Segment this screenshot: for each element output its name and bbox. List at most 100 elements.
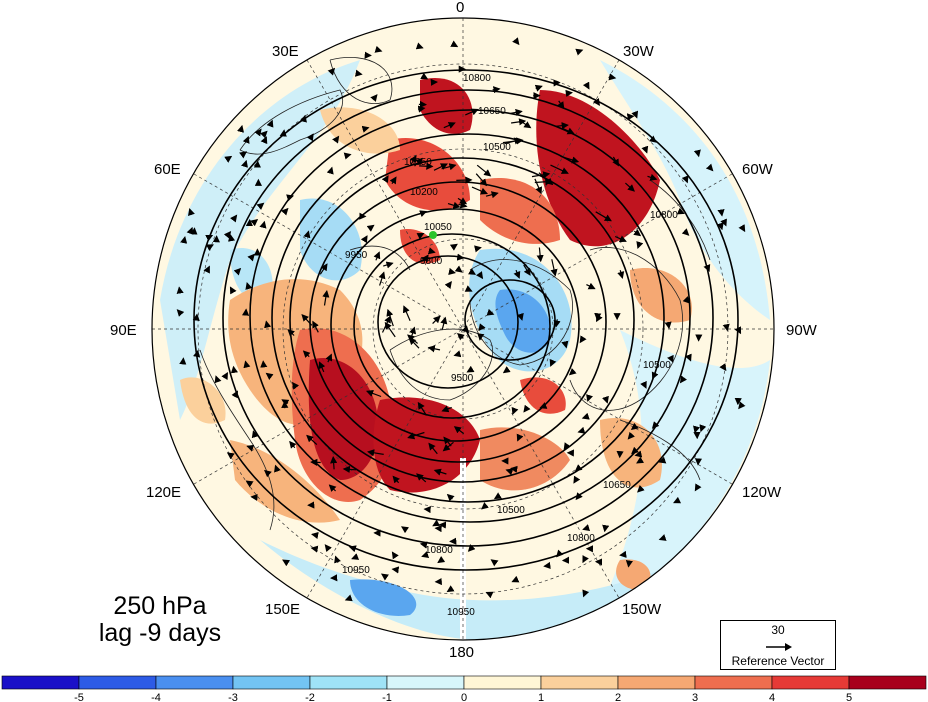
wind-vector-arrow bbox=[474, 245, 482, 253]
wind-vector-arrow bbox=[264, 320, 272, 329]
wind-vector-arrow bbox=[192, 313, 200, 322]
wind-vector-arrow bbox=[391, 551, 399, 560]
wind-vector-arrow bbox=[582, 524, 591, 532]
wind-vector-arrow bbox=[322, 290, 330, 306]
wind-vector-arrow bbox=[641, 145, 649, 154]
wind-vector-arrow bbox=[230, 214, 238, 223]
colorbar-tick-label: 0 bbox=[461, 692, 467, 702]
wind-vector-arrow bbox=[319, 263, 328, 275]
wind-vector-arrow bbox=[311, 531, 319, 540]
wind-vector-arrow bbox=[563, 442, 571, 451]
colorbar-swatch bbox=[463, 675, 542, 690]
wind-vector-arrow bbox=[231, 390, 238, 399]
wind-vector-arrow bbox=[502, 366, 511, 374]
colorbar-tick-label: -4 bbox=[151, 692, 161, 702]
wind-vector-arrow bbox=[719, 363, 727, 372]
wind-vector-arrow bbox=[568, 367, 577, 376]
wind-vector-arrow bbox=[582, 589, 590, 598]
colorbar-swatch bbox=[694, 675, 773, 690]
wind-vector-arrow bbox=[562, 127, 575, 135]
wind-vector-arrow bbox=[373, 251, 381, 261]
wind-vector-arrow bbox=[477, 333, 485, 341]
wind-vector-arrow bbox=[343, 152, 352, 160]
wind-vector-arrow bbox=[263, 469, 272, 478]
wind-vector-arrow bbox=[681, 228, 690, 236]
wind-vector-arrow bbox=[738, 401, 746, 410]
wind-vector-arrow bbox=[442, 441, 454, 452]
wind-vector-arrow bbox=[636, 240, 644, 249]
wind-vector-arrow bbox=[239, 151, 248, 159]
wind-vector-arrow bbox=[699, 424, 707, 433]
colorbar-swatch bbox=[1, 675, 80, 690]
contour-label: 10800 bbox=[567, 533, 595, 544]
wind-vector-arrow bbox=[407, 334, 418, 344]
wind-vector-arrow bbox=[453, 350, 462, 358]
wind-vector-arrow bbox=[417, 105, 426, 113]
wind-vector-arrow bbox=[511, 406, 519, 415]
wind-vector-arrow bbox=[534, 84, 543, 92]
wind-vector-arrow bbox=[342, 465, 357, 473]
wind-vector-arrow bbox=[579, 335, 587, 344]
wind-vector-arrow bbox=[325, 353, 333, 363]
wind-vector-arrow bbox=[456, 176, 473, 184]
wind-vector-arrow bbox=[237, 124, 245, 133]
wind-vector-arrow bbox=[504, 137, 522, 145]
wind-vector-arrow bbox=[441, 405, 452, 413]
reference-vector-label: Reference Vector bbox=[731, 654, 825, 668]
colorbar-swatch bbox=[771, 675, 850, 690]
wind-vector-arrow bbox=[303, 230, 311, 239]
wind-vector-arrow bbox=[282, 559, 291, 567]
wind-vector-arrow bbox=[446, 585, 455, 593]
wind-vector-arrow bbox=[485, 591, 494, 599]
wind-vector-arrow bbox=[717, 208, 725, 217]
longitude-label-120e: 120E bbox=[146, 484, 181, 501]
wind-vector-arrow bbox=[260, 136, 268, 145]
wind-vector-arrow bbox=[582, 555, 589, 564]
wind-vector-arrow bbox=[409, 154, 417, 166]
contour-label: 10500 bbox=[497, 505, 525, 516]
longitude-label-30w: 30W bbox=[623, 43, 655, 60]
contour-label: 10650 bbox=[478, 106, 506, 117]
wind-vector-arrow bbox=[279, 129, 287, 137]
wind-vector-arrow bbox=[241, 159, 248, 168]
wind-vector-arrow bbox=[327, 67, 336, 76]
wind-vector-arrow bbox=[493, 492, 502, 500]
wind-vector-arrow bbox=[421, 551, 430, 558]
wind-vector-arrow bbox=[280, 207, 289, 216]
contour-label: 10650 bbox=[603, 480, 631, 491]
colorbar-swatch bbox=[386, 675, 465, 690]
wind-vector-arrow bbox=[539, 402, 548, 409]
wind-vector-arrow bbox=[550, 259, 558, 277]
wind-vector-arrow bbox=[475, 173, 488, 187]
wind-vector-arrow bbox=[409, 326, 417, 342]
colorbar-swatch bbox=[232, 675, 311, 690]
wind-vector-arrow bbox=[592, 98, 600, 106]
wind-vector-arrow bbox=[679, 375, 688, 384]
wind-vector-arrow bbox=[555, 122, 569, 130]
wind-vector-arrow bbox=[573, 475, 581, 484]
longitude-label-150w: 150W bbox=[622, 601, 662, 618]
contour-label: 10950 bbox=[447, 607, 475, 618]
wind-vector-arrow bbox=[634, 450, 643, 458]
colorbar: -5 -4 -3 -2 -1 0 1 2 3 4 5 bbox=[1, 675, 927, 702]
wind-vector-arrow bbox=[360, 235, 368, 244]
wind-vector-arrow bbox=[637, 485, 645, 493]
wind-vector-arrow bbox=[625, 560, 633, 568]
wind-vector-arrow bbox=[595, 211, 612, 222]
wind-vector-arrow bbox=[441, 163, 457, 171]
wind-vector-arrow bbox=[417, 401, 428, 416]
wind-vector-arrow bbox=[332, 135, 340, 144]
wind-vector-arrow bbox=[326, 166, 334, 175]
wind-vector-arrow bbox=[419, 162, 434, 170]
contour-value-labels: 10800 10650 10500 10350 10200 10050 9950… bbox=[342, 73, 678, 618]
wind-vector-arrow bbox=[682, 296, 691, 304]
wind-vector-arrow bbox=[534, 178, 543, 195]
wind-vector-arrow bbox=[667, 354, 674, 363]
wind-vector-arrow bbox=[624, 182, 635, 192]
wind-vector-arrow bbox=[550, 164, 569, 174]
wind-vector-arrow bbox=[176, 309, 185, 317]
map-title: 250 hPa lag -9 days bbox=[70, 593, 250, 647]
wind-vector-arrow bbox=[716, 222, 724, 231]
wind-vector-arrow bbox=[367, 449, 384, 457]
wind-vector-arrow bbox=[450, 40, 459, 48]
